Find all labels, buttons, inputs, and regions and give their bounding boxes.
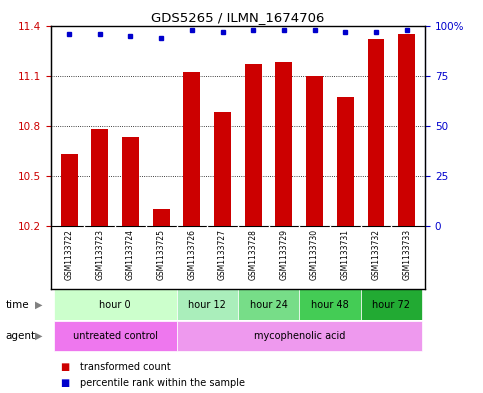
Bar <box>337 97 354 226</box>
Text: GSM1133729: GSM1133729 <box>279 229 288 280</box>
Text: GSM1133731: GSM1133731 <box>341 229 350 280</box>
Text: agent: agent <box>6 331 36 341</box>
Bar <box>153 209 170 226</box>
Bar <box>368 39 384 226</box>
Bar <box>54 321 176 351</box>
Text: transformed count: transformed count <box>80 362 170 373</box>
Bar <box>306 75 323 226</box>
Bar <box>176 290 238 320</box>
Bar <box>245 64 262 226</box>
Text: GSM1133722: GSM1133722 <box>65 229 73 280</box>
Text: hour 0: hour 0 <box>99 299 131 310</box>
Text: GSM1133724: GSM1133724 <box>126 229 135 280</box>
Bar <box>398 34 415 226</box>
Bar <box>122 138 139 226</box>
Bar <box>238 290 299 320</box>
Bar <box>54 290 176 320</box>
Bar <box>184 72 200 226</box>
Text: untreated control: untreated control <box>72 331 157 341</box>
Text: time: time <box>6 299 29 310</box>
Text: GSM1133733: GSM1133733 <box>402 229 411 280</box>
Text: GSM1133725: GSM1133725 <box>156 229 166 280</box>
Text: ▶: ▶ <box>35 331 43 341</box>
Text: ■: ■ <box>60 362 70 373</box>
Text: GSM1133727: GSM1133727 <box>218 229 227 280</box>
Text: hour 72: hour 72 <box>372 299 410 310</box>
Text: hour 12: hour 12 <box>188 299 226 310</box>
Text: ▶: ▶ <box>35 299 43 310</box>
Text: ■: ■ <box>60 378 70 388</box>
Bar <box>176 321 422 351</box>
Bar <box>275 62 292 226</box>
Text: GSM1133732: GSM1133732 <box>371 229 381 280</box>
Text: percentile rank within the sample: percentile rank within the sample <box>80 378 245 388</box>
Text: hour 24: hour 24 <box>250 299 287 310</box>
Bar <box>61 154 78 226</box>
Text: hour 48: hour 48 <box>311 299 349 310</box>
Text: GSM1133723: GSM1133723 <box>95 229 104 280</box>
Bar <box>91 129 108 226</box>
Bar <box>299 290 361 320</box>
Text: GSM1133726: GSM1133726 <box>187 229 197 280</box>
Bar <box>214 112 231 226</box>
Text: mycophenolic acid: mycophenolic acid <box>254 331 345 341</box>
Text: GSM1133730: GSM1133730 <box>310 229 319 280</box>
Text: GSM1133728: GSM1133728 <box>249 229 258 280</box>
Title: GDS5265 / ILMN_1674706: GDS5265 / ILMN_1674706 <box>151 11 325 24</box>
Bar <box>361 290 422 320</box>
